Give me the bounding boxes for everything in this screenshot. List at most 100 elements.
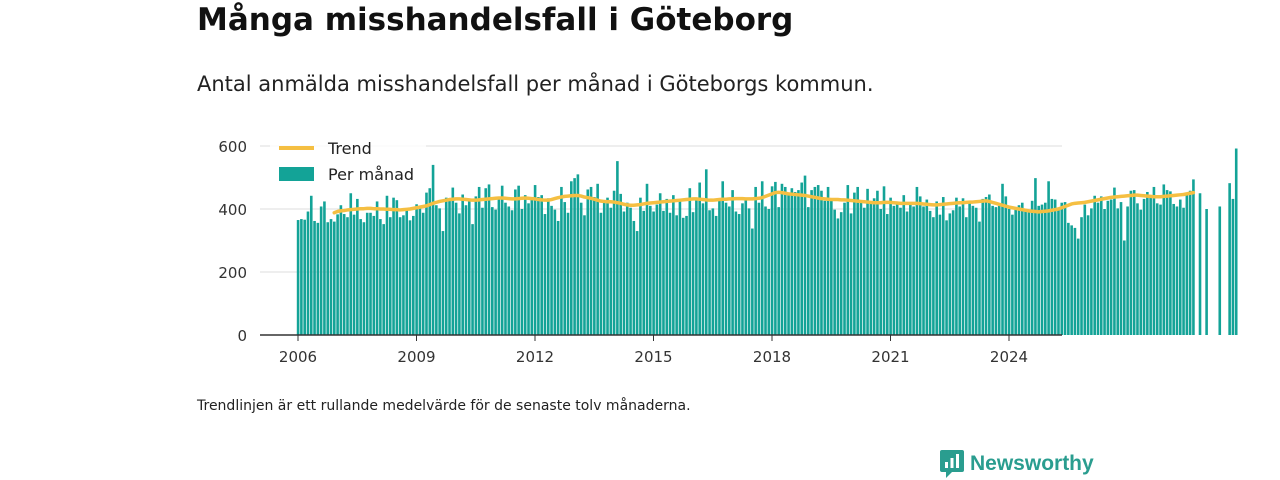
bar: [1053, 199, 1057, 335]
bar: [704, 169, 708, 335]
bar: [899, 207, 902, 335]
bar: [744, 198, 748, 335]
bar: [1057, 208, 1060, 335]
x-tick-label: 2009: [397, 348, 435, 366]
x-tick-label: 2024: [990, 348, 1028, 366]
bar: [859, 201, 863, 335]
bar: [418, 207, 422, 335]
bar: [504, 202, 507, 335]
bar: [876, 190, 879, 335]
bar: [550, 205, 553, 335]
bar: [754, 186, 757, 335]
brand-name: Newsworthy: [970, 452, 1094, 475]
bar: [1090, 208, 1093, 335]
bar: [395, 200, 399, 335]
bar: [997, 205, 1001, 335]
bar: [672, 195, 675, 335]
bar: [415, 204, 418, 335]
bar: [780, 183, 784, 335]
bar: [665, 198, 669, 335]
bar: [303, 219, 306, 335]
x-tick-label: 2012: [516, 348, 554, 366]
y-axis-ticks: 0 200 400 600: [218, 138, 247, 345]
bar: [757, 202, 761, 335]
bar: [685, 215, 688, 335]
bar: [721, 181, 725, 335]
bar: [323, 201, 326, 335]
bar: [747, 208, 751, 335]
bar: [619, 193, 622, 335]
bar: [1086, 215, 1090, 335]
bar: [912, 206, 915, 335]
bar: [1162, 184, 1166, 335]
brand-logo[interactable]: Newsworthy: [940, 450, 1094, 478]
bar: [958, 206, 962, 335]
bar: [1060, 202, 1064, 335]
bar: [961, 198, 965, 335]
bar: [767, 209, 771, 335]
bar: [510, 210, 514, 335]
bar: [734, 211, 738, 335]
bar: [711, 208, 715, 335]
bar: [369, 212, 372, 335]
bar: [1050, 198, 1054, 335]
chart-title: Många misshandelsfall i Göteborg: [197, 2, 794, 38]
bar: [635, 231, 639, 335]
bar: [385, 195, 389, 335]
bar: [349, 193, 353, 335]
bar: [1198, 193, 1202, 335]
bar: [846, 185, 850, 335]
x-tick-label: 2015: [634, 348, 672, 366]
bar: [1083, 204, 1087, 335]
legend: Trend Per månad: [270, 132, 426, 190]
bar: [560, 186, 563, 335]
bar: [1099, 196, 1103, 335]
bar: [1113, 187, 1116, 335]
bar: [1123, 240, 1126, 335]
bar: [467, 201, 471, 335]
bar: [974, 207, 978, 335]
bar: [444, 197, 448, 335]
bar: [988, 194, 991, 335]
bar: [1178, 199, 1182, 335]
bar: [948, 213, 952, 335]
bar: [872, 198, 876, 335]
bar: [1185, 192, 1189, 335]
bar: [718, 198, 721, 335]
bar: [770, 186, 774, 335]
x-tick-label: 2018: [753, 348, 791, 366]
bar: [793, 191, 797, 335]
bar: [458, 213, 461, 335]
bar: [774, 181, 777, 335]
bar: [1063, 202, 1067, 335]
bar: [1073, 227, 1077, 335]
bar: [421, 212, 425, 335]
bar: [1205, 209, 1208, 335]
bar: [790, 188, 794, 335]
bar: [803, 175, 807, 335]
bar: [1152, 186, 1156, 335]
bar: [352, 214, 356, 335]
bar: [484, 188, 488, 335]
bar: [909, 204, 912, 335]
bar: [668, 212, 672, 335]
bar: [579, 202, 583, 335]
bar: [388, 217, 392, 335]
bar: [1076, 238, 1080, 335]
bar: [517, 185, 520, 335]
bar: [1037, 205, 1041, 335]
bar: [616, 161, 619, 335]
bar: [342, 214, 346, 335]
bar: [589, 186, 593, 335]
bar: [1192, 179, 1195, 335]
bar: [316, 222, 320, 335]
bar: [346, 217, 349, 335]
footnote: Trendlinjen är ett rullande medelvärde f…: [197, 398, 691, 414]
bar: [1024, 211, 1027, 335]
x-tick-label: 2006: [279, 348, 317, 366]
bar: [922, 206, 925, 335]
bar: [826, 186, 830, 335]
bar: [576, 174, 580, 335]
bar: [655, 204, 659, 335]
bar: [382, 224, 385, 335]
